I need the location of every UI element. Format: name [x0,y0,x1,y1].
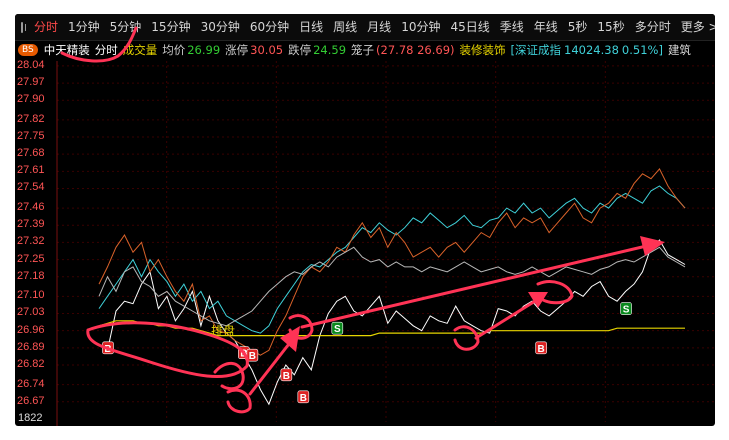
tab-6[interactable]: 日线 [299,20,324,34]
stock-name[interactable]: 中天精装 [43,43,90,57]
price-tick-label: 27.97 [17,76,45,89]
avg-price-label: 均价 [162,43,186,57]
marker-label: B [538,344,545,355]
price-tick-label: 26.96 [17,323,45,336]
index-change: 0.51%] [621,43,663,57]
trade-marker-b[interactable]: B [102,341,114,355]
trade-marker-b[interactable]: B [297,390,310,404]
tab-16[interactable]: 更多 > [680,20,715,34]
marker-label: B [300,393,307,404]
marker-label: B [240,349,247,360]
series-line-2 [98,185,686,334]
price-tick-label: 26.82 [17,357,45,370]
price-tick-label: 27.82 [17,112,45,125]
tab-10[interactable]: 45日线 [450,20,490,34]
industry-label[interactable]: 装修装饰 [459,43,506,57]
price-tick-label: 27.10 [17,289,45,302]
marker-label: B [249,351,256,362]
limit-down-label: 跌停 [288,43,312,57]
price-tick-label: 27.39 [17,218,45,231]
tab-1[interactable]: 1分钟 [68,20,100,34]
price-tick-label: 27.61 [17,164,45,177]
marker-label: S [623,305,630,316]
overlay-text: 排盘 [211,323,235,338]
tab-13[interactable]: 5秒 [567,20,588,34]
tab-4[interactable]: 30分钟 [200,20,240,34]
trade-marker-s[interactable]: S [331,321,344,335]
avg-price-value: 26.99 [187,43,221,57]
price-tick-label: 26.67 [17,394,45,407]
price-tick-label: 27.25 [17,252,45,265]
series-line-1 [98,320,685,337]
price-tick-label: 27.03 [17,306,45,319]
price-tick-label: 27.18 [17,269,45,282]
marker-label: S [334,324,341,335]
tab-11[interactable]: 季线 [499,20,524,34]
tab-12[interactable]: 年线 [533,20,558,34]
volume-axis-max: 1822 [18,412,43,424]
price-tick-label: 27.46 [17,201,45,214]
tab-15[interactable]: 多分时 [634,20,671,34]
stock-info-bar: BS 中天精装 分时 成交量 均价 26.99 涨停 30.05 跌停 24.5… [15,41,715,59]
tab-0[interactable]: 分时 [34,20,59,34]
period-tab-bar: 分时 1分钟 5分钟 15分钟 30分钟 60分钟 日线 周线 月线 10分钟 45日线 季线 年线 5秒… [15,14,715,41]
trade-marker-b[interactable]: B [280,368,293,382]
trade-marker-s[interactable]: S [620,302,632,316]
price-tick-label: 27.32 [17,235,45,248]
tab-2[interactable]: 5分钟 [109,20,142,34]
index-label[interactable]: [深证成指 [510,43,562,57]
tab-9[interactable]: 10分钟 [401,20,441,34]
limit-down-value: 24.59 [313,43,347,57]
bracket-value: (27.78 26.69) [376,43,455,57]
price-tick-label: 26.74 [17,377,45,390]
price-tick-label: 27.90 [17,93,45,106]
tab-3[interactable]: 15分钟 [151,20,191,34]
marker-label: B [104,344,111,355]
limit-up-value: 30.05 [250,43,284,57]
tab-14[interactable]: 15秒 [597,20,625,34]
trade-marker-b[interactable]: B [246,348,259,362]
tab-5[interactable]: 60分钟 [249,20,290,34]
marker-label: B [283,371,290,382]
more-text: 建筑 [667,43,691,57]
price-tick-label: 26.89 [17,340,45,353]
limit-up-label: 涨停 [225,43,249,57]
trade-marker-b[interactable]: B [535,341,547,355]
bs-badge[interactable]: BS [18,44,38,56]
intraday-chart[interactable]: BBBBBSBSS排盘 [15,59,715,426]
index-value: 14024.38 [564,43,619,57]
sidebar-toggle-icon[interactable] [21,21,26,33]
price-tick-label: 28.04 [17,58,45,71]
price-tick-label: 27.68 [17,147,45,160]
tab-8[interactable]: 月线 [367,20,392,34]
chart-window: 分时 1分钟 5分钟 15分钟 30分钟 60分钟 日线 周线 月线 10分钟 45日线 季线 年线 5秒… [15,14,715,426]
bracket-label: 笼子 [351,43,375,57]
marker-box [297,390,310,404]
chart-mode: 分时 [94,43,118,57]
series-line-3 [98,168,686,356]
marker-box [535,341,547,355]
tab-7[interactable]: 周线 [333,20,358,34]
price-tick-label: 27.75 [17,129,45,142]
price-tick-label: 27.54 [17,181,45,194]
volume-label[interactable]: 成交量 [122,43,158,57]
